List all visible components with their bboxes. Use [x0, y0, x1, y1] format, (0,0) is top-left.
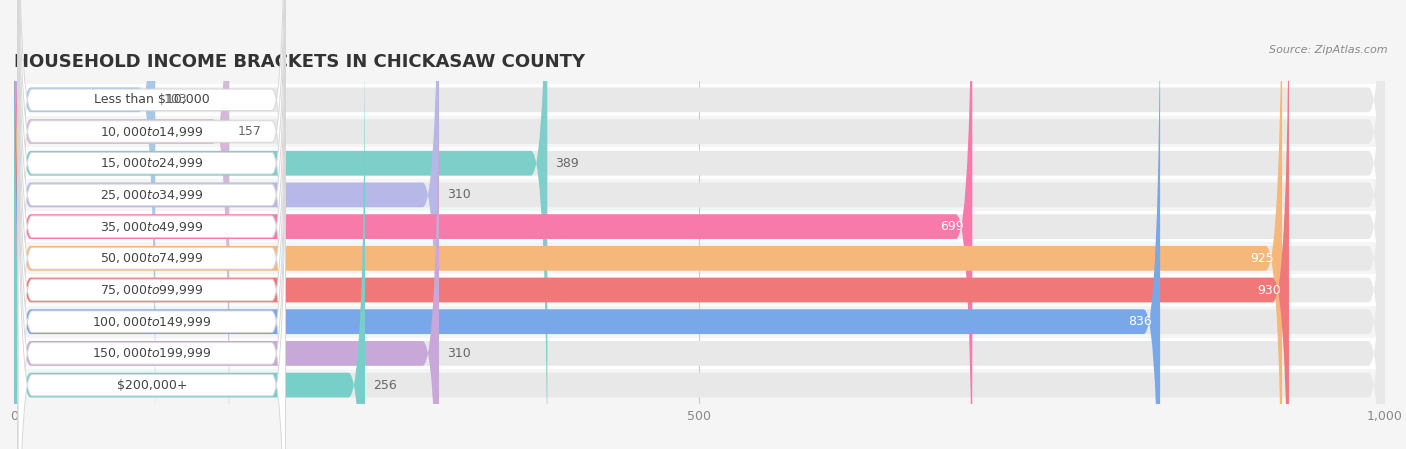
Text: $50,000 to $74,999: $50,000 to $74,999: [100, 251, 204, 265]
Bar: [14, 179, 1385, 211]
FancyBboxPatch shape: [18, 16, 285, 449]
Text: $35,000 to $49,999: $35,000 to $49,999: [100, 220, 204, 233]
FancyBboxPatch shape: [14, 0, 1282, 449]
Text: 310: 310: [447, 189, 471, 202]
Text: 836: 836: [1128, 315, 1152, 328]
FancyBboxPatch shape: [14, 0, 1385, 449]
Bar: [14, 242, 1385, 274]
FancyBboxPatch shape: [18, 0, 285, 438]
Bar: [14, 369, 1385, 401]
Bar: [14, 147, 1385, 179]
FancyBboxPatch shape: [18, 0, 285, 449]
FancyBboxPatch shape: [14, 0, 1160, 449]
FancyBboxPatch shape: [14, 0, 1385, 449]
FancyBboxPatch shape: [18, 0, 285, 449]
FancyBboxPatch shape: [18, 0, 285, 449]
Text: Less than $10,000: Less than $10,000: [94, 93, 209, 106]
FancyBboxPatch shape: [14, 0, 1385, 449]
Text: 925: 925: [1250, 252, 1274, 265]
FancyBboxPatch shape: [14, 0, 547, 449]
FancyBboxPatch shape: [14, 17, 1385, 449]
Bar: [14, 306, 1385, 338]
Text: $75,000 to $99,999: $75,000 to $99,999: [100, 283, 204, 297]
Text: $25,000 to $34,999: $25,000 to $34,999: [100, 188, 204, 202]
FancyBboxPatch shape: [18, 0, 285, 449]
Bar: [14, 84, 1385, 116]
Text: 310: 310: [447, 347, 471, 360]
FancyBboxPatch shape: [14, 0, 229, 449]
FancyBboxPatch shape: [14, 0, 973, 449]
FancyBboxPatch shape: [18, 79, 285, 449]
FancyBboxPatch shape: [14, 0, 439, 449]
Text: 699: 699: [941, 220, 965, 233]
Text: 930: 930: [1257, 283, 1281, 296]
FancyBboxPatch shape: [14, 0, 1385, 449]
Bar: [14, 338, 1385, 369]
Text: $200,000+: $200,000+: [117, 379, 187, 392]
Text: Source: ZipAtlas.com: Source: ZipAtlas.com: [1270, 45, 1388, 55]
Text: 389: 389: [555, 157, 579, 170]
FancyBboxPatch shape: [18, 47, 285, 449]
FancyBboxPatch shape: [18, 0, 285, 449]
FancyBboxPatch shape: [14, 0, 155, 449]
Text: 103: 103: [163, 93, 187, 106]
Text: 256: 256: [373, 379, 396, 392]
Text: $15,000 to $24,999: $15,000 to $24,999: [100, 156, 204, 170]
FancyBboxPatch shape: [18, 0, 285, 406]
Bar: [14, 116, 1385, 147]
FancyBboxPatch shape: [14, 0, 1289, 449]
Text: 157: 157: [238, 125, 262, 138]
Text: $150,000 to $199,999: $150,000 to $199,999: [93, 346, 211, 361]
FancyBboxPatch shape: [14, 0, 1385, 449]
Text: $100,000 to $149,999: $100,000 to $149,999: [93, 315, 211, 329]
FancyBboxPatch shape: [14, 0, 1385, 449]
FancyBboxPatch shape: [14, 0, 1385, 449]
FancyBboxPatch shape: [14, 0, 1385, 449]
FancyBboxPatch shape: [14, 17, 366, 449]
Text: HOUSEHOLD INCOME BRACKETS IN CHICKASAW COUNTY: HOUSEHOLD INCOME BRACKETS IN CHICKASAW C…: [14, 53, 585, 71]
FancyBboxPatch shape: [14, 0, 1385, 449]
Text: $10,000 to $14,999: $10,000 to $14,999: [100, 124, 204, 139]
FancyBboxPatch shape: [14, 0, 439, 449]
Bar: [14, 211, 1385, 242]
Bar: [14, 274, 1385, 306]
